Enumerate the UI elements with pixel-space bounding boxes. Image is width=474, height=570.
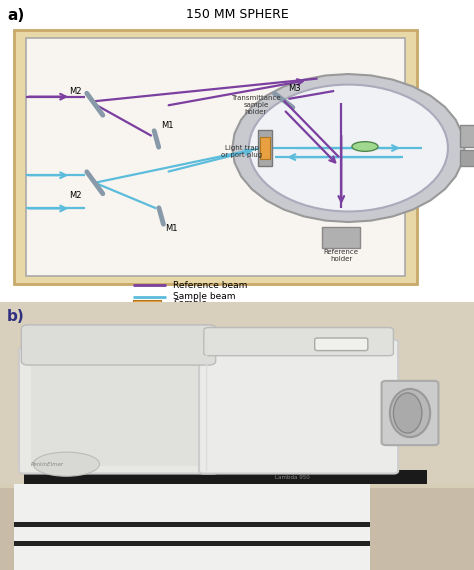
Ellipse shape	[352, 142, 378, 152]
FancyBboxPatch shape	[21, 325, 216, 365]
Bar	[0, 484, 474, 570]
Bar	[24, 470, 427, 484]
Text: Light trap
or port plug: Light trap or port plug	[221, 145, 262, 157]
Text: M1: M1	[165, 224, 177, 233]
FancyBboxPatch shape	[382, 381, 438, 445]
Bar	[0, 484, 474, 488]
Text: M3: M3	[288, 84, 301, 93]
Polygon shape	[232, 74, 465, 222]
FancyBboxPatch shape	[199, 340, 398, 474]
Bar	[26, 38, 405, 276]
Text: Detector: Detector	[173, 312, 213, 321]
Text: M2: M2	[69, 191, 81, 200]
Ellipse shape	[390, 389, 430, 437]
Text: a): a)	[7, 7, 24, 23]
FancyBboxPatch shape	[315, 338, 368, 351]
Text: M1: M1	[161, 121, 173, 131]
Ellipse shape	[33, 452, 100, 477]
Text: Reference
holder: Reference holder	[324, 249, 359, 262]
FancyBboxPatch shape	[204, 328, 393, 356]
Ellipse shape	[393, 393, 422, 433]
Text: b): b)	[7, 309, 25, 324]
FancyBboxPatch shape	[19, 348, 218, 474]
Bar	[258, 130, 272, 166]
Text: Sample beam: Sample beam	[173, 292, 236, 302]
Text: M2: M2	[69, 87, 81, 96]
Text: Transmittance
sample
holder: Transmittance sample holder	[231, 95, 281, 115]
Circle shape	[249, 84, 448, 211]
Bar	[14, 484, 370, 570]
Text: Lambda 950: Lambda 950	[275, 475, 310, 480]
Bar	[14, 522, 370, 527]
Bar	[133, 300, 161, 307]
Text: 150 MM SPHERE: 150 MM SPHERE	[186, 7, 288, 21]
Text: PerkinElmer: PerkinElmer	[31, 462, 64, 467]
Bar	[31, 353, 206, 466]
Bar	[14, 30, 417, 284]
Bar	[260, 137, 270, 158]
Bar	[460, 125, 474, 146]
Text: Sample: Sample	[173, 299, 207, 308]
Text: Reference beam: Reference beam	[173, 281, 247, 290]
Bar	[322, 227, 360, 248]
Bar	[14, 540, 370, 546]
Ellipse shape	[133, 312, 161, 320]
Bar	[460, 149, 474, 166]
